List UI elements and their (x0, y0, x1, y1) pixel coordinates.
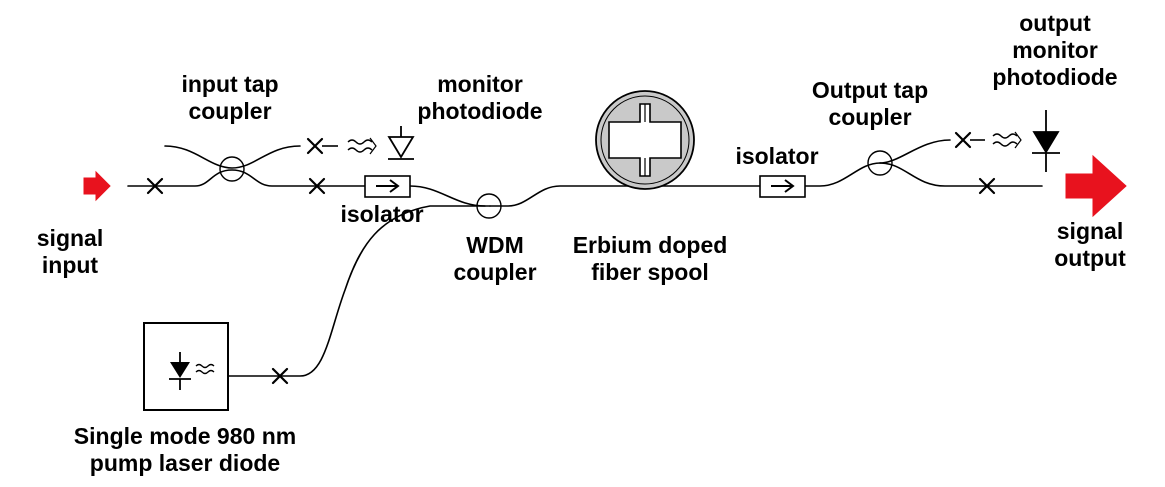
output-fiber (879, 162, 1043, 187)
erbium-fiber-spool-icon (595, 90, 695, 190)
input-fiber (127, 169, 366, 187)
isolator-2-label: isolator (735, 143, 819, 169)
isolator-1-label: isolator (340, 201, 424, 227)
wdm-coupler-label: WDM coupler (453, 232, 537, 285)
output-photodiode-icon (1032, 110, 1060, 172)
output-arrow-icon (1065, 154, 1127, 218)
output-tap-coupler-icon (867, 150, 893, 176)
splice-mark-icon (146, 177, 164, 195)
signal-output-label: signal output (1054, 218, 1126, 271)
output-tap-branch (879, 139, 951, 164)
pump-laser-box (143, 322, 229, 411)
light-wave-icon (992, 131, 1022, 149)
signal-input-label: signal input (36, 225, 104, 278)
splice-mark-icon (271, 367, 289, 385)
light-wave-icon (347, 137, 377, 155)
monitor-photodiode-label: monitor photodiode (417, 71, 543, 124)
monitor-photodiode-icon (387, 126, 415, 160)
input-tap-coupler-icon (219, 156, 245, 182)
pump-laser-label: Single mode 980 nm pump laser diode (73, 423, 297, 476)
output-monitor-photodiode-label: output monitor photodiode (992, 10, 1118, 90)
isolator-1-icon (364, 175, 411, 198)
splice-mark-icon (306, 137, 324, 155)
wdm-to-spool-fiber (489, 185, 761, 207)
isolator-2-icon (759, 175, 806, 198)
splice-mark-icon (954, 131, 972, 149)
pump-fiber (227, 205, 491, 377)
output-tap-coupler-label: Output tap coupler (811, 77, 929, 130)
isolator2-to-output-tap (804, 162, 881, 187)
input-arrow-icon (83, 170, 111, 202)
input-tap-coupler-label: input tap coupler (181, 71, 279, 124)
erbium-spool-label: Erbium doped fiber spool (572, 232, 728, 285)
splice-mark-icon (308, 177, 326, 195)
wdm-coupler-icon (476, 193, 502, 219)
splice-mark-icon (978, 177, 996, 195)
input-tap-branch (164, 145, 301, 169)
